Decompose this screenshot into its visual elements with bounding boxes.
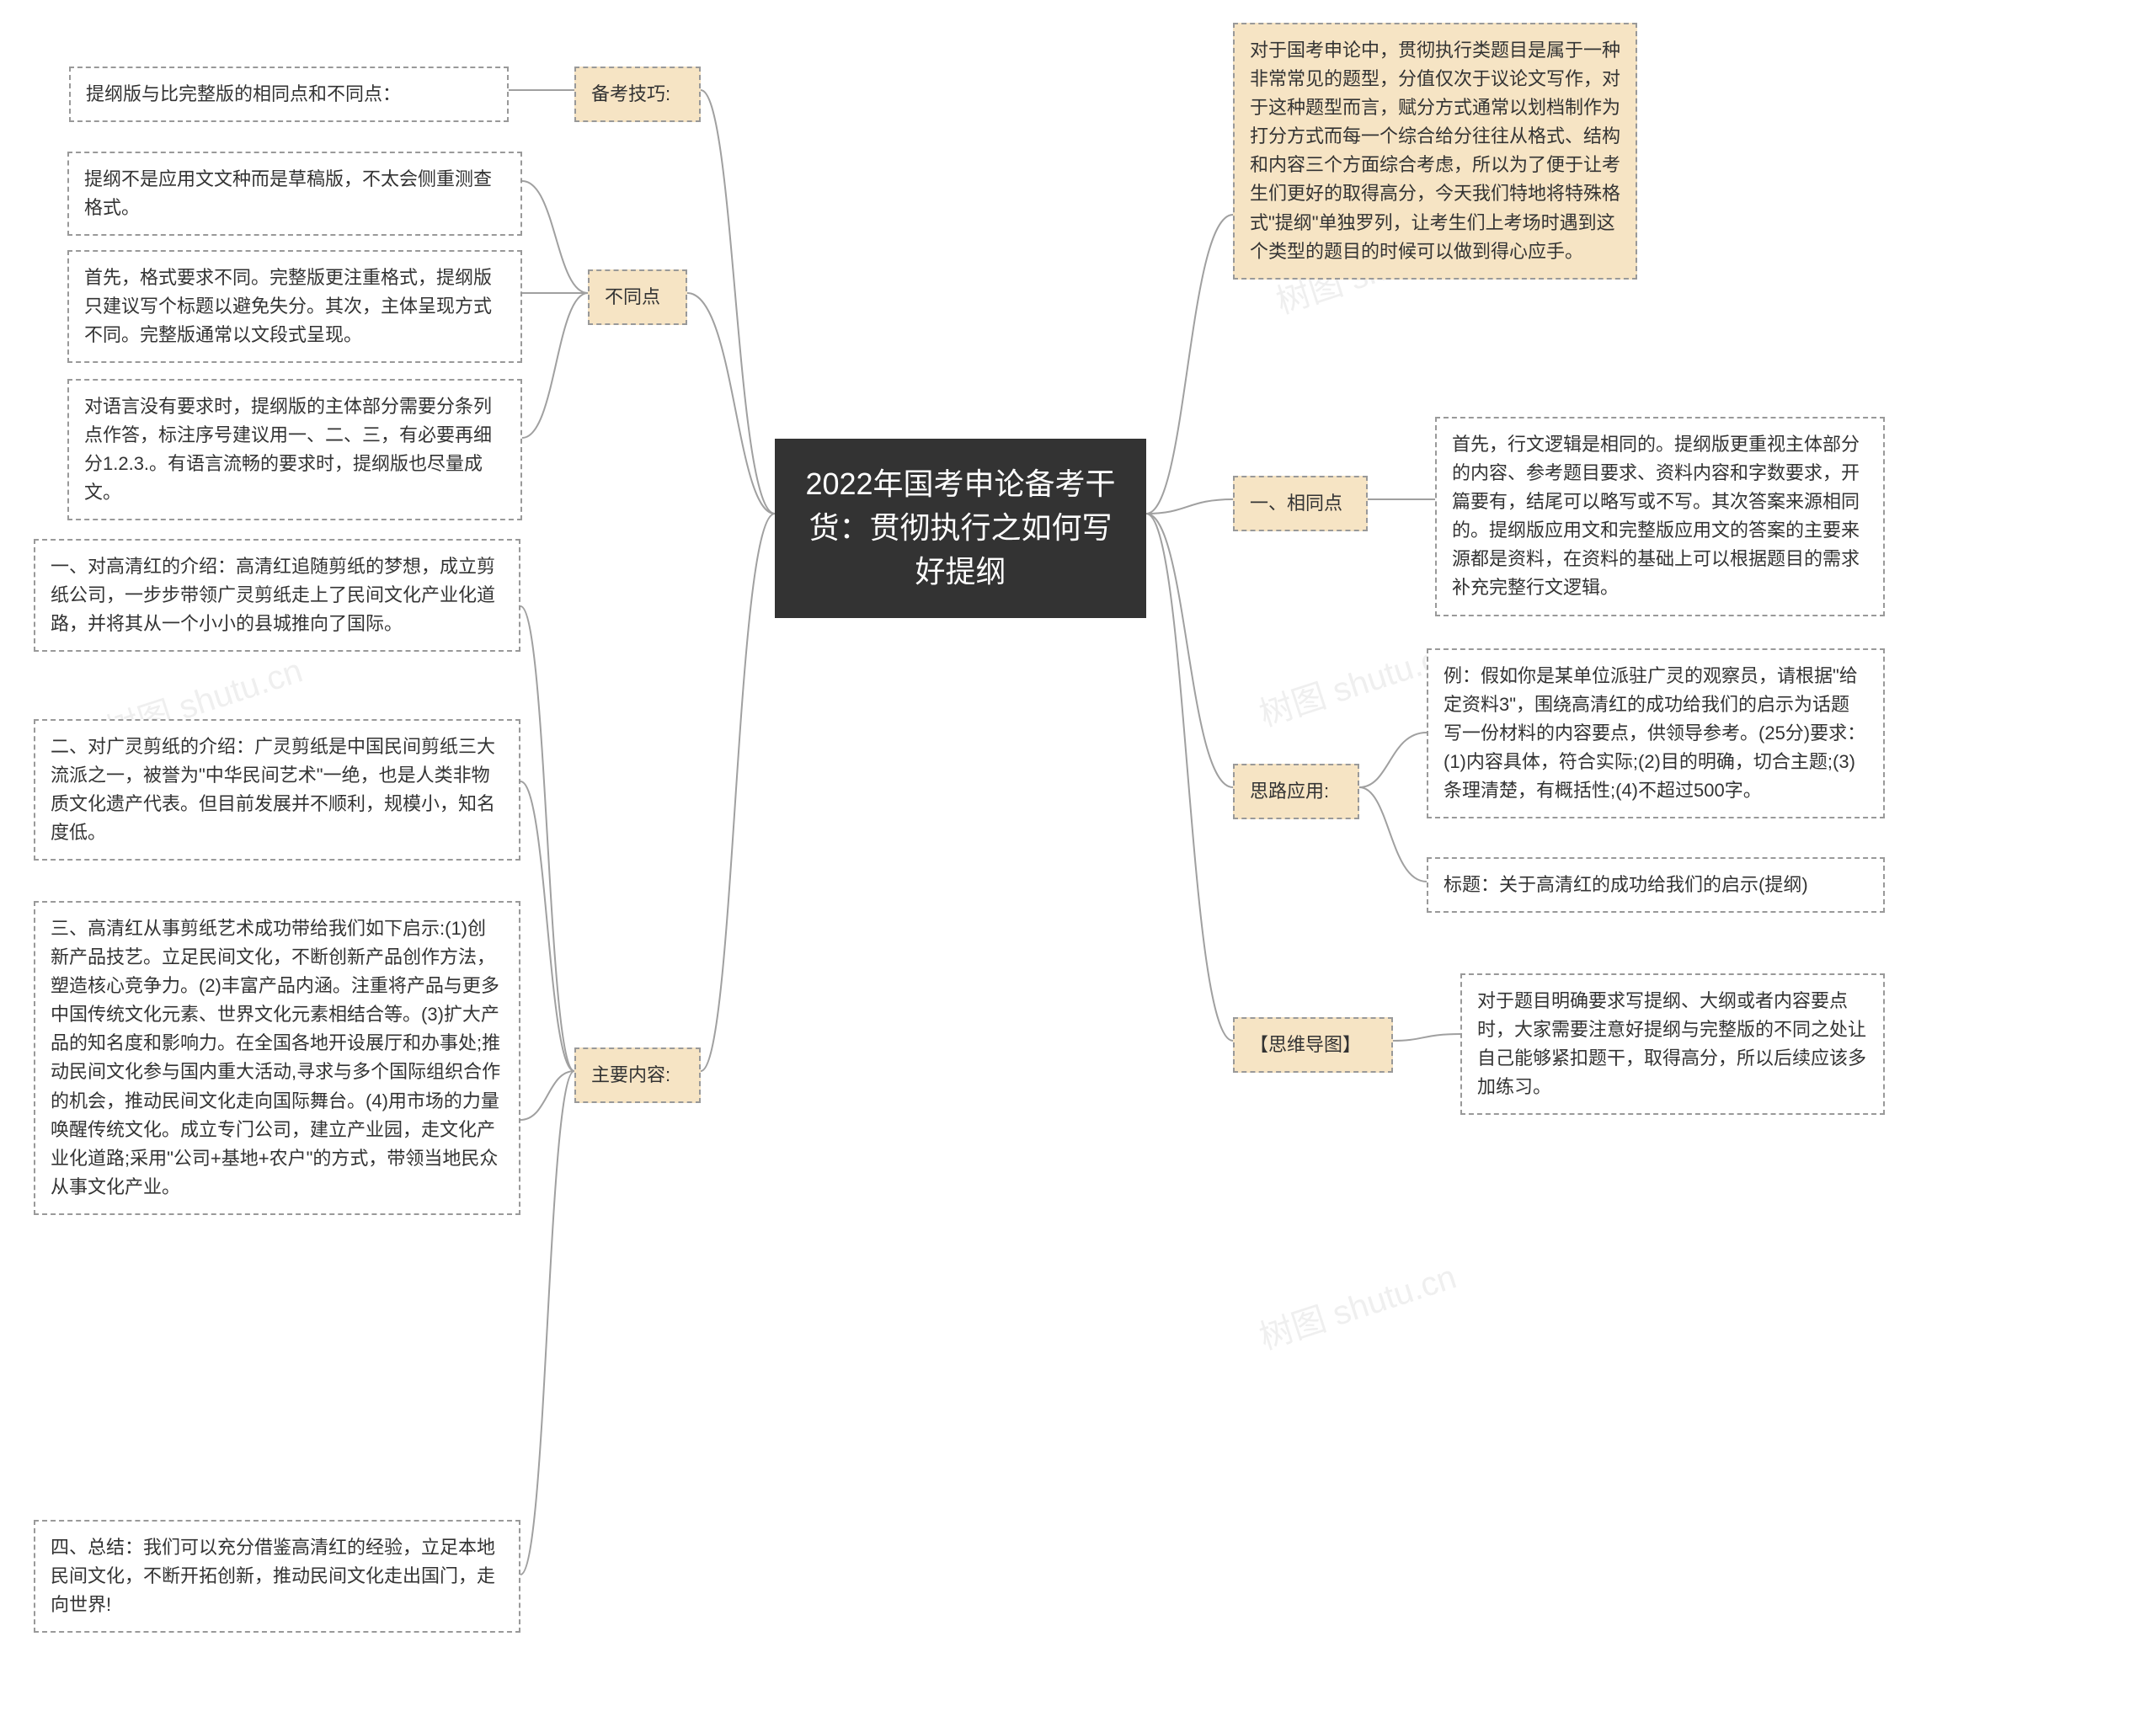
tips-label: 备考技巧:: [574, 67, 701, 122]
root-node: 2022年国考申论备考干货：贯彻执行之如何写好提纲: [775, 439, 1146, 618]
apply-title: 标题：关于高清红的成功给我们的启示(提纲): [1427, 857, 1885, 913]
intro-node: 对于国考申论中，贯彻执行类题目是属于一种非常常见的题型，分值仅次于议论文写作，对…: [1233, 23, 1637, 280]
main-2: 二、对广灵剪纸的介绍：广灵剪纸是中国民间剪纸三大流派之一，被誉为"中华民间艺术"…: [34, 719, 520, 861]
tips-detail: 提纲版与比完整版的相同点和不同点：: [69, 67, 509, 122]
main-1: 一、对高清红的介绍：高清红追随剪纸的梦想，成立剪纸公司，一步步带领广灵剪纸走上了…: [34, 539, 520, 652]
main-4: 四、总结：我们可以充分借鉴高清红的经验，立足本地民间文化，不断开拓创新，推动民间…: [34, 1520, 520, 1633]
diff-1: 提纲不是应用文文种而是草稿版，不太会侧重测查格式。: [67, 152, 522, 236]
apply-example: 例：假如你是某单位派驻广灵的观察员，请根据"给定资料3"，围绕高清红的成功给我们…: [1427, 648, 1885, 818]
mindmap-label: 【思维导图】: [1233, 1017, 1393, 1073]
same-detail: 首先，行文逻辑是相同的。提纲版更重视主体部分的内容、参考题目要求、资料内容和字数…: [1435, 417, 1885, 616]
watermark: 树图 shutu.cn: [1252, 1250, 1461, 1359]
diff-3: 对语言没有要求时，提纲版的主体部分需要分条列点作答，标注序号建议用一、二、三，有…: [67, 379, 522, 520]
apply-label: 思路应用:: [1233, 764, 1359, 819]
diff-label: 不同点: [588, 269, 687, 325]
main-label: 主要内容:: [574, 1047, 701, 1103]
same-label: 一、相同点: [1233, 476, 1368, 531]
diff-2: 首先，格式要求不同。完整版更注重格式，提纲版只建议写个标题以避免失分。其次，主体…: [67, 250, 522, 363]
main-3: 三、高清红从事剪纸艺术成功带给我们如下启示:(1)创新产品技艺。立足民间文化，不…: [34, 901, 520, 1215]
mindmap-detail: 对于题目明确要求写提纲、大纲或者内容要点时，大家需要注意好提纲与完整版的不同之处…: [1460, 973, 1885, 1115]
